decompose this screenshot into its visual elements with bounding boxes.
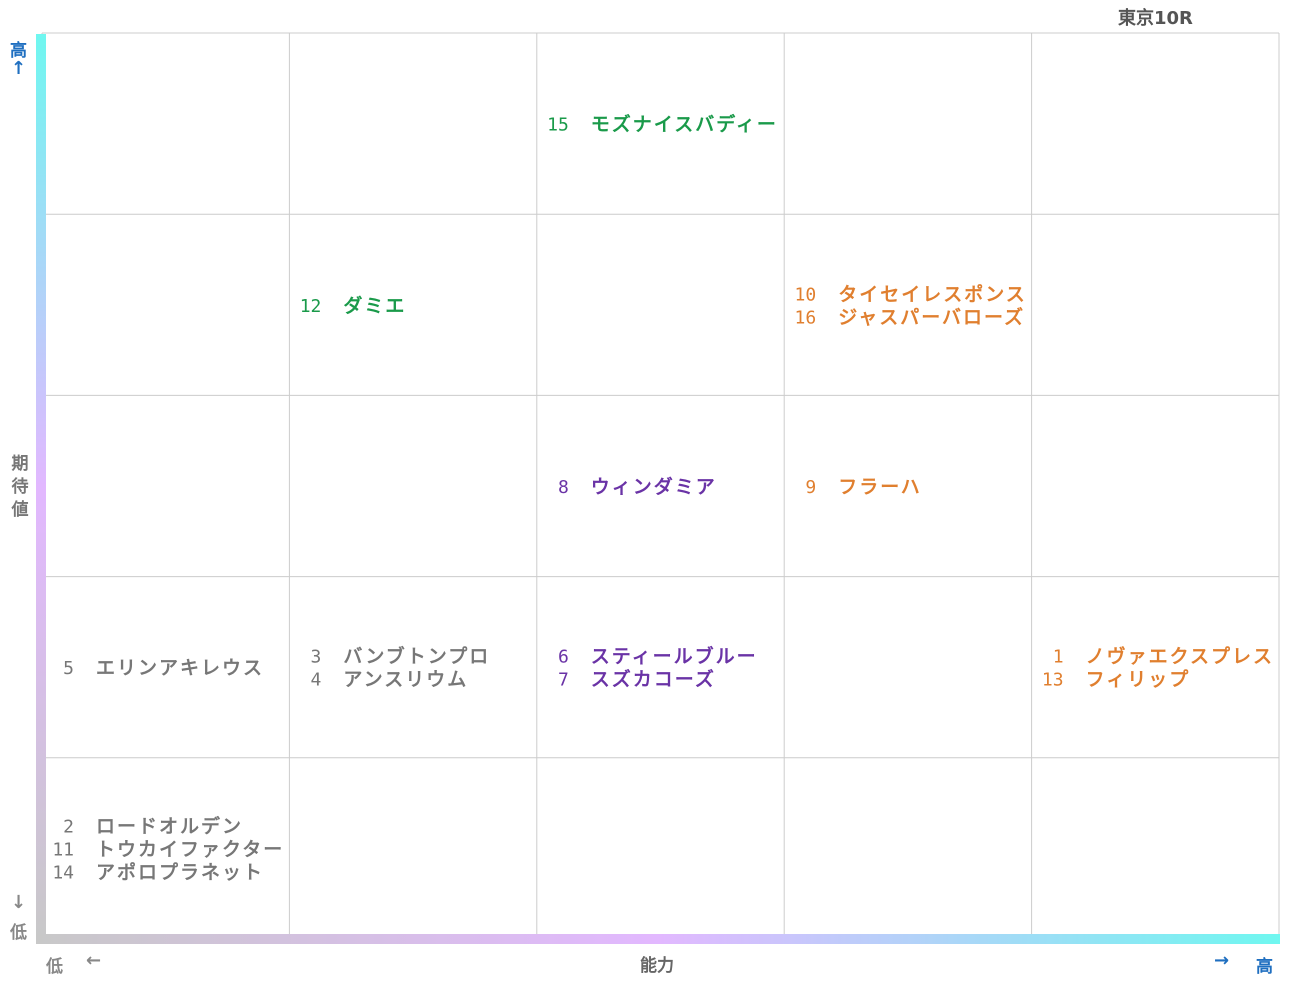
- horse-name: エリンアキレウス: [96, 657, 264, 679]
- horse-name: スズカコーズ: [591, 668, 716, 691]
- horse-number: 16: [795, 307, 817, 328]
- cell-group: 12 ダミエ: [300, 294, 406, 317]
- x-axis-title: 能力: [640, 956, 674, 976]
- cell-group: 3 バンブトンプロ 4 アンスリウム: [311, 645, 490, 691]
- horse-name: アンスリウム: [343, 669, 468, 691]
- horse-number: 7: [558, 670, 569, 691]
- cell-group: 9 フラーハ: [805, 476, 922, 498]
- horse-number: 6: [558, 647, 569, 668]
- horse-name: スティールブルー: [591, 645, 758, 668]
- cell-group: 8 ウィンダミア: [558, 475, 717, 498]
- x-axis-low-label: 低: [46, 957, 63, 977]
- left-arrow-icon: ←: [86, 950, 102, 971]
- horse-number: 11: [52, 839, 74, 860]
- down-arrow-icon: ↓: [11, 892, 27, 913]
- horse-name: アポロプラネット: [96, 860, 264, 883]
- horse-number: 10: [795, 284, 817, 305]
- horse-name: モズナイスバディー: [591, 113, 778, 136]
- horse-number: 15: [547, 115, 569, 136]
- cell-group: 1 ノヴァエクスプレス 13 フィリップ: [1042, 645, 1274, 691]
- horse-name: ロードオルデン: [96, 814, 243, 837]
- horse-number: 9: [805, 477, 816, 498]
- y-axis-title: 期 待 値: [10, 453, 30, 522]
- right-arrow-icon: →: [1214, 950, 1230, 971]
- y-axis-title-char: 値: [11, 500, 29, 520]
- horse-number: 3: [311, 647, 322, 668]
- horse-number: 2: [63, 816, 74, 837]
- horse-number: 12: [300, 296, 322, 317]
- horse-name: バンブトンプロ: [343, 645, 490, 668]
- horse-number: 1: [1053, 647, 1064, 668]
- horse-name: ウィンダミア: [591, 475, 717, 498]
- cell-group: 10 タイセイレスポンス 16 ジャスパーバローズ: [795, 282, 1027, 328]
- x-axis-high-label: 高: [1256, 957, 1273, 977]
- cell-group: 15 モズナイスバディー: [547, 113, 778, 136]
- y-axis-high-label: 高: [10, 41, 27, 61]
- horse-number: 5: [63, 658, 74, 679]
- y-axis-title-char: 期: [11, 454, 29, 474]
- horse-name: フラーハ: [838, 476, 922, 498]
- horse-name: ダミエ: [343, 294, 406, 317]
- cell-group: 2 ロードオルデン 11 トウカイファクター 14 アポロプラネット: [52, 814, 284, 883]
- horse-number: 4: [311, 670, 322, 691]
- horse-name: トウカイファクター: [96, 838, 284, 860]
- cell-group: 6 スティールブルー 7 スズカコーズ: [558, 645, 758, 691]
- cell-group: 5 エリンアキレウス: [63, 657, 264, 679]
- horse-name: ジャスパーバローズ: [838, 305, 1025, 328]
- horse-number: 8: [558, 477, 569, 498]
- horse-name: ノヴァエクスプレス: [1086, 645, 1274, 668]
- horse-number: 14: [52, 862, 74, 883]
- y-axis-low-label: 低: [10, 923, 27, 943]
- horse-number: 13: [1042, 670, 1064, 691]
- y-axis-title-char: 待: [11, 477, 29, 497]
- horse-name: タイセイレスポンス: [838, 282, 1027, 305]
- x-axis-bar: [36, 934, 1280, 944]
- race-title: 東京10R: [1118, 8, 1193, 29]
- up-arrow-icon: ↑: [11, 58, 27, 79]
- horse-name: フィリップ: [1086, 668, 1191, 691]
- y-axis-bar: [36, 34, 46, 940]
